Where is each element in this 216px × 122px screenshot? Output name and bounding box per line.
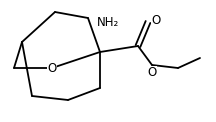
Text: O: O bbox=[147, 66, 157, 80]
Text: O: O bbox=[47, 61, 57, 75]
Text: O: O bbox=[151, 14, 161, 26]
Text: NH₂: NH₂ bbox=[97, 15, 119, 29]
